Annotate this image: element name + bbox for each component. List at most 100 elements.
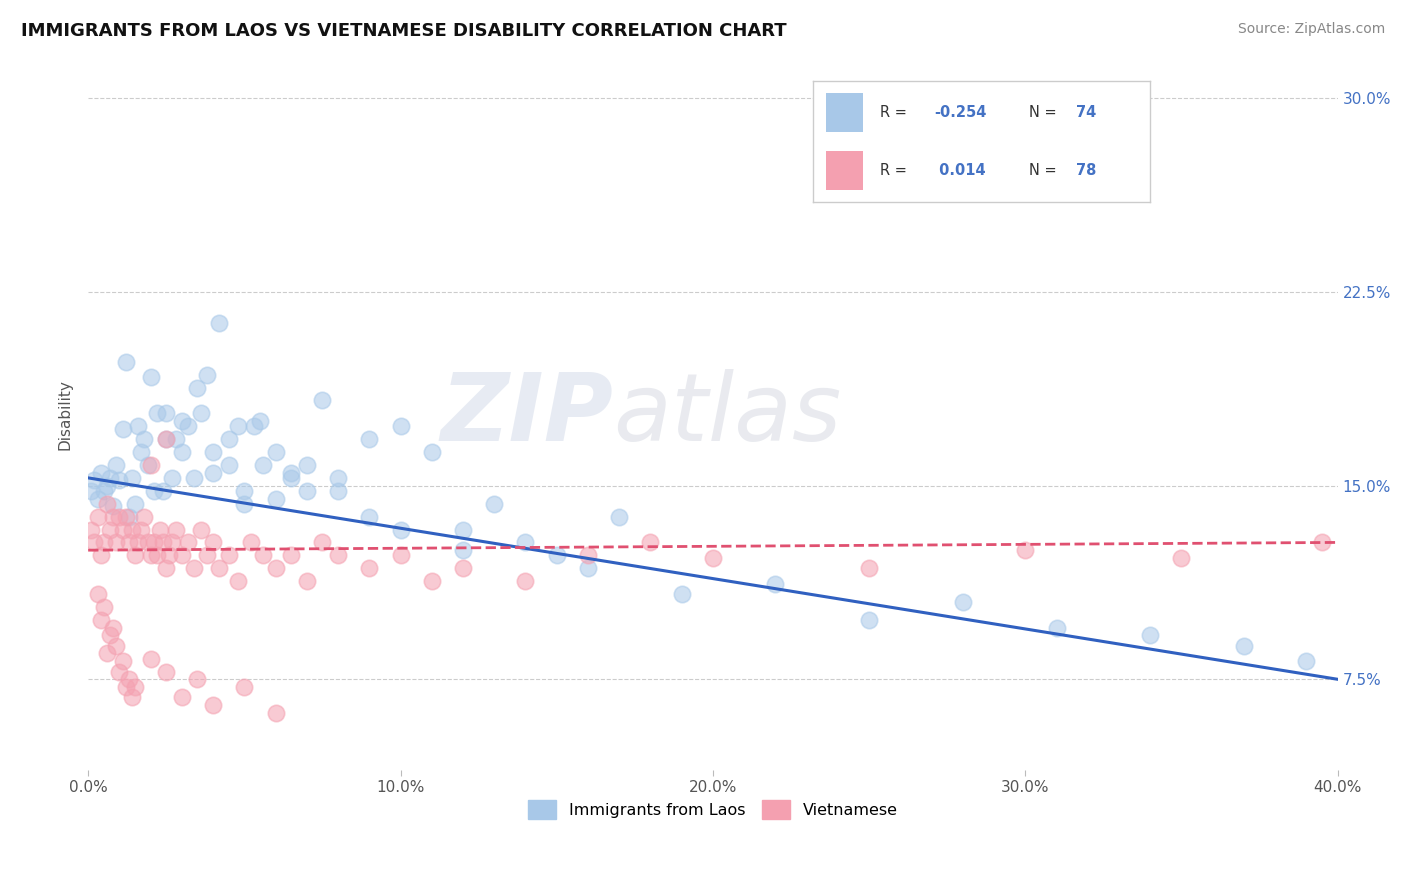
Point [326,471,349,485]
Point [98,628,121,642]
Point [124,549,146,563]
Point [311,535,333,549]
Point [183,561,205,575]
Point [93,483,115,498]
Point [233,497,256,511]
Point [98,523,121,537]
Point [86,509,108,524]
Point [80,483,103,498]
Point [165,432,187,446]
Point [252,458,274,472]
Point [264,706,287,720]
Point [858,561,880,575]
Point [170,549,193,563]
Point [952,595,974,609]
Point [127,419,149,434]
Point [264,491,287,506]
Point [142,535,165,549]
Point [101,621,124,635]
Point [142,483,165,498]
Point [152,535,174,549]
Point [515,535,537,549]
Point [280,549,302,563]
Point [295,458,318,472]
Point [218,458,240,472]
Point [118,673,141,687]
Point [389,419,412,434]
Point [90,549,112,563]
Point [1170,550,1192,565]
Point [451,543,474,558]
Point [108,474,131,488]
Point [114,680,136,694]
Point [129,445,152,459]
Point [114,354,136,368]
Point [208,316,231,330]
Point [280,471,302,485]
Point [264,445,287,459]
Point [134,509,156,524]
Legend: Immigrants from Laos, Vietnamese: Immigrants from Laos, Vietnamese [522,793,904,826]
Point [389,549,412,563]
Point [170,445,193,459]
Point [121,471,143,485]
Text: Source: ZipAtlas.com: Source: ZipAtlas.com [1237,22,1385,37]
Point [326,483,349,498]
Point [139,549,162,563]
Point [1045,621,1067,635]
Point [170,414,193,428]
Point [111,523,134,537]
Point [233,483,256,498]
Point [155,561,177,575]
Point [208,561,231,575]
Point [190,523,212,537]
Point [420,574,443,589]
Point [152,483,174,498]
Point [546,549,568,563]
Point [90,613,112,627]
Point [177,535,200,549]
Point [149,523,172,537]
Text: ZIP: ZIP [440,368,613,460]
Point [280,466,302,480]
Point [136,535,159,549]
Point [233,680,256,694]
Point [155,406,177,420]
Point [420,445,443,459]
Point [96,478,118,492]
Point [1295,654,1317,668]
Point [111,654,134,668]
Point [90,466,112,480]
Point [83,535,105,549]
Point [226,574,249,589]
Point [155,432,177,446]
Point [105,535,128,549]
Point [202,698,225,712]
Point [858,613,880,627]
Point [108,509,131,524]
Point [86,491,108,506]
Point [108,665,131,679]
Text: IMMIGRANTS FROM LAOS VS VIETNAMESE DISABILITY CORRELATION CHART: IMMIGRANTS FROM LAOS VS VIETNAMESE DISAB… [21,22,787,40]
Point [239,535,262,549]
Point [359,561,381,575]
Point [93,599,115,614]
Point [93,535,115,549]
Point [576,549,599,563]
Y-axis label: Disability: Disability [58,379,72,450]
Point [136,458,159,472]
Point [155,665,177,679]
Point [101,500,124,514]
Point [451,561,474,575]
Point [702,550,724,565]
Point [118,509,141,524]
Point [295,483,318,498]
Point [165,523,187,537]
Point [186,380,208,394]
Point [218,432,240,446]
Point [157,549,180,563]
Point [295,574,318,589]
Point [98,471,121,485]
Point [195,368,218,382]
Point [671,587,693,601]
